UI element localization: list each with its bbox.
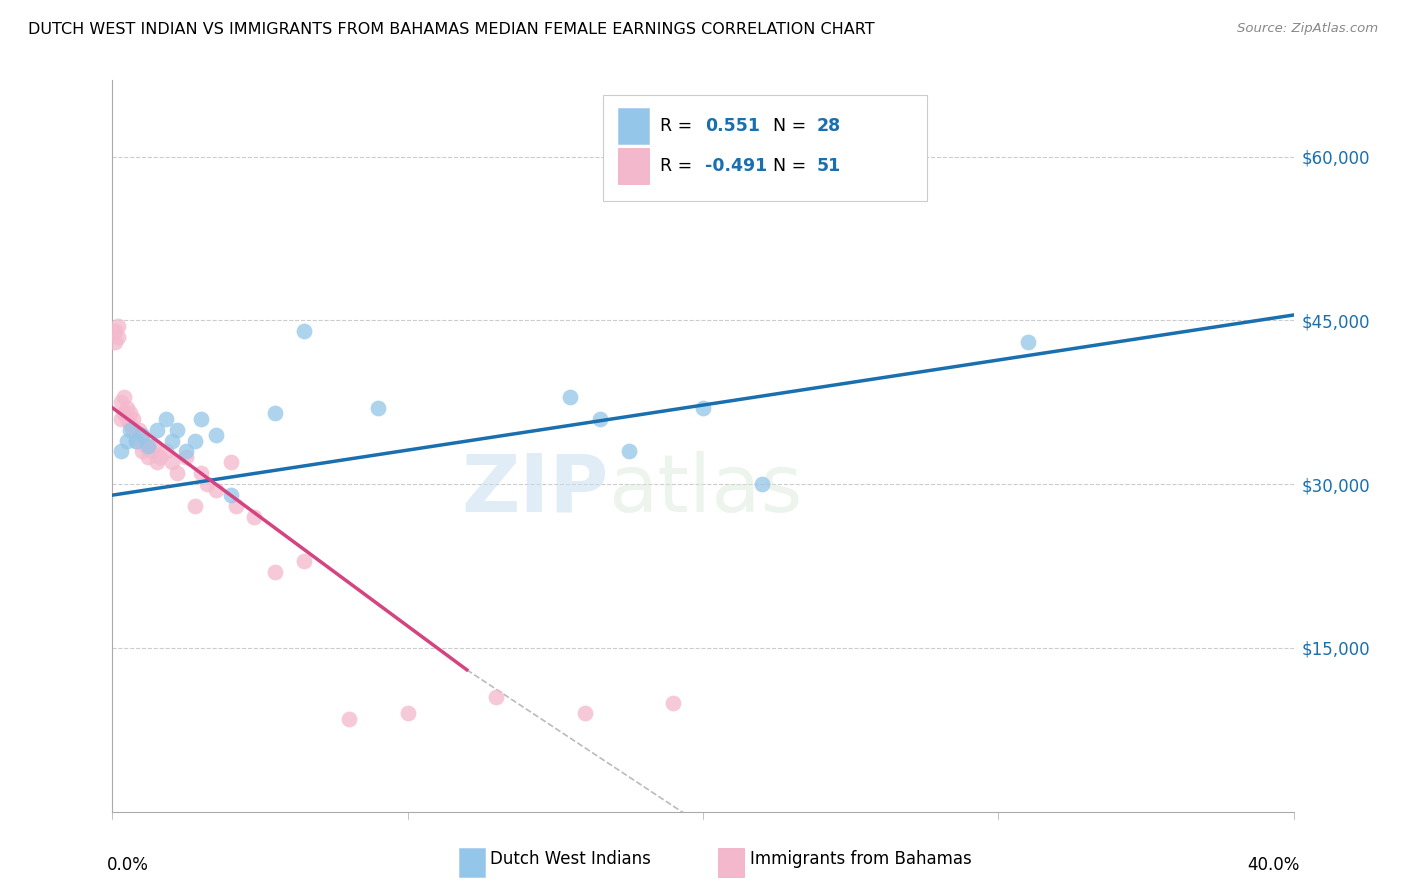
Point <box>146 423 169 437</box>
Text: R =: R = <box>661 118 699 136</box>
Text: N =: N = <box>773 118 806 136</box>
Text: Source: ZipAtlas.com: Source: ZipAtlas.com <box>1237 22 1378 36</box>
Point <box>264 406 287 420</box>
Point <box>120 406 142 420</box>
Text: Immigrants from Bahamas: Immigrants from Bahamas <box>751 850 972 868</box>
FancyBboxPatch shape <box>458 847 485 877</box>
Point <box>122 423 145 437</box>
Text: N =: N = <box>773 157 806 175</box>
Point <box>104 335 127 350</box>
Point <box>184 434 207 448</box>
Point <box>292 554 315 568</box>
Point <box>190 467 212 481</box>
Point <box>219 488 242 502</box>
Point <box>337 712 360 726</box>
Point <box>243 510 266 524</box>
Point <box>107 330 129 344</box>
Point <box>619 444 641 458</box>
FancyBboxPatch shape <box>718 847 744 877</box>
Point <box>104 324 127 338</box>
Point <box>166 467 188 481</box>
Text: atlas: atlas <box>609 450 803 529</box>
Text: 0.551: 0.551 <box>706 118 761 136</box>
Text: 40.0%: 40.0% <box>1247 855 1299 873</box>
Point <box>184 499 207 513</box>
Point <box>558 390 582 404</box>
Point <box>292 324 315 338</box>
Text: R =: R = <box>661 157 693 175</box>
Point <box>131 434 153 448</box>
Point <box>110 395 132 409</box>
FancyBboxPatch shape <box>619 109 648 145</box>
Point <box>205 428 228 442</box>
Point <box>107 318 129 333</box>
Point <box>146 455 169 469</box>
Point <box>125 434 148 448</box>
Point <box>139 444 162 458</box>
Point <box>160 434 183 448</box>
Point <box>160 455 183 469</box>
Text: Dutch West Indians: Dutch West Indians <box>491 850 651 868</box>
Point <box>574 706 596 721</box>
Point <box>205 483 228 497</box>
Point <box>367 401 389 415</box>
Point <box>396 706 419 721</box>
Point <box>225 499 247 513</box>
Point <box>120 417 142 432</box>
Point <box>122 411 145 425</box>
Point <box>149 450 172 464</box>
Point <box>120 423 142 437</box>
Point <box>117 401 138 415</box>
Text: -0.491: -0.491 <box>706 157 768 175</box>
Text: 0.0%: 0.0% <box>107 855 149 873</box>
Point <box>136 439 159 453</box>
Text: DUTCH WEST INDIAN VS IMMIGRANTS FROM BAHAMAS MEDIAN FEMALE EARNINGS CORRELATION : DUTCH WEST INDIAN VS IMMIGRANTS FROM BAH… <box>28 22 875 37</box>
Point <box>751 182 773 196</box>
Point <box>110 411 132 425</box>
Point <box>142 439 165 453</box>
Point <box>117 411 138 425</box>
Point <box>128 423 150 437</box>
Point <box>219 455 242 469</box>
Point <box>112 406 135 420</box>
Text: 51: 51 <box>817 157 841 175</box>
Point <box>195 477 218 491</box>
Point <box>134 439 156 453</box>
FancyBboxPatch shape <box>603 95 928 201</box>
Point <box>125 434 148 448</box>
Point <box>136 450 159 464</box>
Point <box>174 444 197 458</box>
Point <box>662 696 685 710</box>
Text: 28: 28 <box>817 118 841 136</box>
Point <box>264 565 287 579</box>
Point <box>751 477 773 491</box>
Point <box>155 444 177 458</box>
Point <box>588 411 610 425</box>
Point <box>110 444 132 458</box>
Point <box>692 401 714 415</box>
Point <box>190 411 212 425</box>
Point <box>112 390 135 404</box>
Point <box>131 444 153 458</box>
FancyBboxPatch shape <box>619 148 648 184</box>
Point <box>1017 335 1039 350</box>
Point <box>155 411 177 425</box>
Point <box>131 428 153 442</box>
Point <box>166 423 188 437</box>
Point <box>174 450 197 464</box>
Point <box>485 690 508 704</box>
Text: ZIP: ZIP <box>461 450 609 529</box>
Point <box>117 434 138 448</box>
